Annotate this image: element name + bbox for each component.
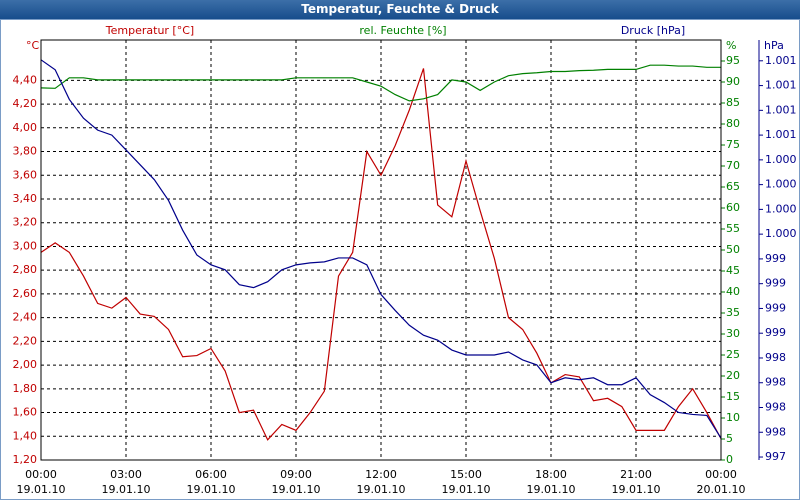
series-line xyxy=(40,64,721,102)
y-tick-label: 2,60 xyxy=(13,287,38,300)
y-axis-unit: °C xyxy=(26,39,40,52)
y3-tick-label: 998 xyxy=(765,351,786,364)
y2-tick-label: 75 xyxy=(726,138,740,151)
y-tick-label: 1,40 xyxy=(13,429,38,442)
y-tick-label: 3,40 xyxy=(13,192,38,205)
y-tick-label: 3,20 xyxy=(13,216,38,229)
y2-tick-label: 60 xyxy=(726,201,740,214)
legend-entry: rel. Feuchte [%] xyxy=(359,24,446,37)
y3-tick-label: 1.000 xyxy=(765,153,797,166)
y2-tick-label: 0 xyxy=(726,453,733,466)
y-tick-label: 2,20 xyxy=(13,334,38,347)
y2-tick-label: 50 xyxy=(726,243,740,256)
y3-tick-label: 998 xyxy=(765,401,786,414)
y3-axis-unit: hPa xyxy=(764,39,784,52)
y-tick-label: 4,20 xyxy=(13,97,38,110)
y2-tick-label: 65 xyxy=(726,180,740,193)
y2-tick-label: 70 xyxy=(726,159,740,172)
y2-tick-label: 25 xyxy=(726,348,740,361)
x-tick-label: 03:00 19.01.10 xyxy=(101,468,151,496)
y3-tick-label: 999 xyxy=(765,301,786,314)
series-line xyxy=(40,68,722,441)
y2-tick-label: 10 xyxy=(726,411,740,424)
y2-tick-label: 85 xyxy=(726,96,740,109)
y3-tick-label: 1.001 xyxy=(765,54,797,67)
plot-border xyxy=(40,39,722,461)
y2-tick-label: 35 xyxy=(726,306,740,319)
y3-tick-label: 1.001 xyxy=(765,103,797,116)
y3-tick-label: 1.000 xyxy=(765,178,797,191)
y2-tick-label: 90 xyxy=(726,75,740,88)
y3-tick-label: 997 xyxy=(765,450,786,463)
y3-tick-label: 998 xyxy=(765,425,786,438)
x-tick-label: 12:00 19.01.10 xyxy=(356,468,406,496)
y-tick-label: 1,80 xyxy=(13,382,38,395)
y-tick-label: 4,40 xyxy=(13,73,38,86)
y3-tick-label: 999 xyxy=(765,252,786,265)
y-tick-label: 3,60 xyxy=(13,168,38,181)
x-tick-label: 06:00 19.01.10 xyxy=(186,468,236,496)
y2-tick-label: 95 xyxy=(726,54,740,67)
x-tick-label: 15:00 19.01.10 xyxy=(441,468,491,496)
x-tick-label: 21:00 19.01.10 xyxy=(611,468,661,496)
y2-tick-label: 80 xyxy=(726,117,740,130)
y3-tick-label: 999 xyxy=(765,326,786,339)
y-tick-label: 1,20 xyxy=(13,453,38,466)
legend-entry: Druck [hPa] xyxy=(621,24,685,37)
x-tick-label: 00:00 20.01.10 xyxy=(696,468,746,496)
y3-tick-label: 1.001 xyxy=(765,79,797,92)
series-line xyxy=(40,59,722,439)
chart-title: Temperatur, Feuchte & Druck xyxy=(0,0,800,19)
y-tick-label: 1,60 xyxy=(13,406,38,419)
y3-tick-label: 998 xyxy=(765,376,786,389)
x-tick-label: 00:00 19.01.10 xyxy=(16,468,66,496)
y3-tick-label: 1.001 xyxy=(765,128,797,141)
y3-tick-label: 1.000 xyxy=(765,227,797,240)
y2-tick-label: 30 xyxy=(726,327,740,340)
y-tick-label: 3,00 xyxy=(13,239,38,252)
y-tick-label: 2,00 xyxy=(13,358,38,371)
y-tick-label: 2,40 xyxy=(13,311,38,324)
y2-tick-label: 40 xyxy=(726,285,740,298)
y2-tick-label: 45 xyxy=(726,264,740,277)
y2-tick-label: 55 xyxy=(726,222,740,235)
y2-axis-unit: % xyxy=(726,39,736,52)
y2-tick-label: 15 xyxy=(726,390,740,403)
x-tick-label: 18:00 19.01.10 xyxy=(526,468,576,496)
y-tick-label: 4,00 xyxy=(13,121,38,134)
y3-tick-label: 999 xyxy=(765,277,786,290)
y3-tick-label: 1.000 xyxy=(765,202,797,215)
x-tick-label: 09:00 19.01.10 xyxy=(271,468,321,496)
y2-tick-label: 20 xyxy=(726,369,740,382)
y-tick-label: 2,80 xyxy=(13,263,38,276)
y2-tick-label: 5 xyxy=(726,432,733,445)
y-tick-label: 3,80 xyxy=(13,145,38,158)
legend-entry: Temperatur [°C] xyxy=(105,24,194,37)
